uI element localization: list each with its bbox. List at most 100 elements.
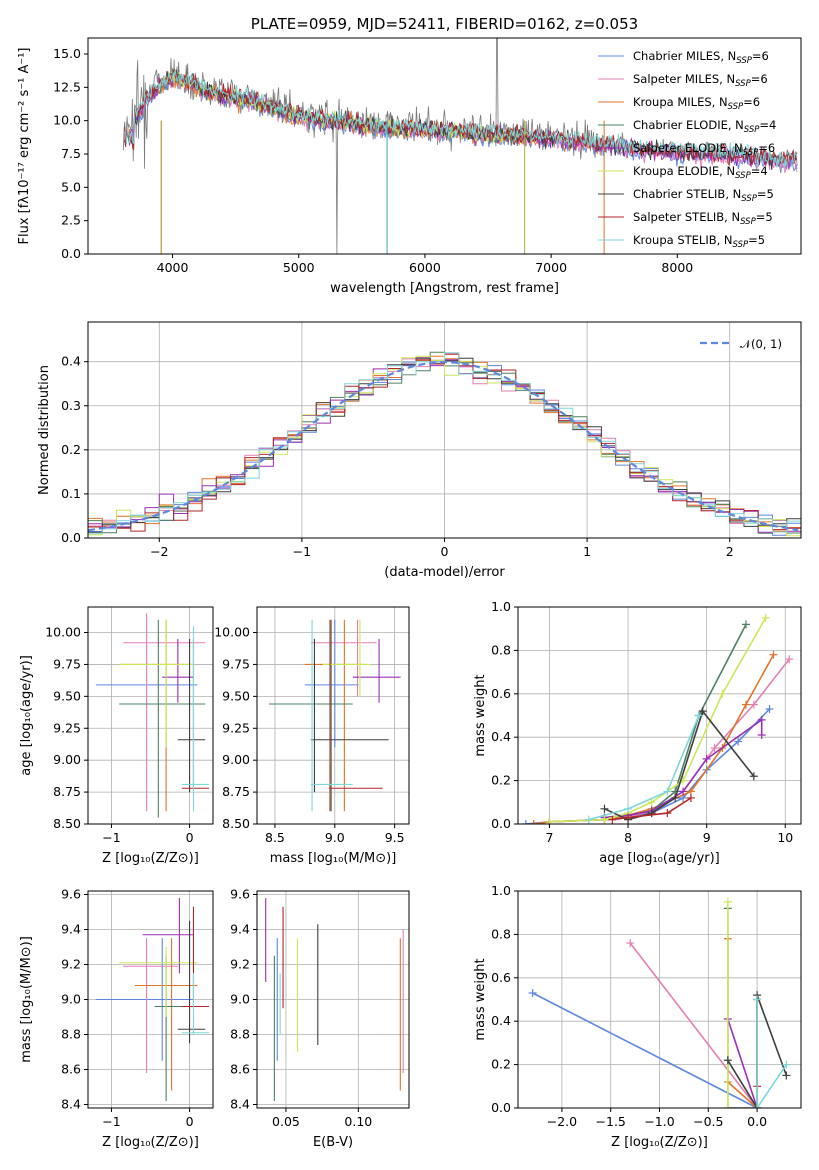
x-tick-label: 8.5 [265, 830, 285, 845]
data-point-marker [741, 620, 750, 629]
normal-curve [88, 360, 799, 532]
data-point-marker [600, 804, 609, 813]
data-point-marker [782, 1060, 791, 1069]
y-tick-label: 9.4 [230, 922, 250, 937]
x-tick-label: −1 [102, 1114, 120, 1129]
panel-mass-vs-Z: −1 0 8.4 8.6 8.8 9.0 9.2 9.4 9.6 Z [log₁₀(Z/Z⊙)] m… [19, 887, 214, 1150]
legend-entry: Chabrier ELODIE, NSSP=4 [633, 118, 776, 135]
data-point-marker [584, 815, 593, 824]
y-tick-label: 8.8 [230, 1027, 250, 1042]
y-tick-label: 0.2 [491, 1057, 511, 1072]
plot-area [521, 613, 794, 824]
x-tick-label: 9.5 [385, 830, 405, 845]
y-tick-label: 10.00 [214, 625, 250, 640]
x-tick-label: 8000 [661, 260, 693, 275]
y-tick-label: 10.0 [53, 113, 81, 128]
panel-weight-vs-age: 7 8 9 10 0.0 0.2 0.4 0.6 0.8 1.0 age [log₁₀(age/yr… [473, 599, 802, 866]
data-point-marker [757, 731, 766, 740]
y-tick-label: 8.4 [61, 1097, 81, 1112]
weight-series-6 [604, 709, 755, 821]
axes-frame [87, 37, 802, 255]
data-point-marker [671, 793, 680, 802]
data-point-marker [686, 793, 695, 802]
y-tick-label: 9.6 [61, 887, 81, 902]
data-point-marker [698, 707, 707, 716]
data-point-marker [749, 700, 758, 709]
x-axis-label: Z [log₁₀(Z/Z⊙)] [611, 1135, 708, 1150]
data-point-marker [753, 1104, 762, 1108]
y-tick-label: 8.6 [230, 1062, 250, 1077]
y-tick-label: 0.0 [491, 1100, 511, 1115]
y-axis-label: age [log₁₀(age/yr)] [19, 655, 34, 776]
chart-title: PLATE=0959, MJD=52411, FIBERID=0162, z=0… [251, 15, 638, 33]
x-tick-label: 2 [726, 544, 734, 559]
legend-entry: Salpeter ELODIE, NSSP=6 [633, 141, 775, 158]
axes-frame [87, 606, 214, 825]
weight-series-3 [727, 908, 758, 1108]
panel-mass-vs-ebv: 0.05 0.10 8.4 8.6 8.8 9.0 9.2 9.4 9.6 E(B-V) [230, 887, 410, 1150]
y-tick-label: 9.50 [222, 688, 250, 703]
y-tick-label: 8.75 [222, 784, 250, 799]
panel-weight-vs-Z: −2.0 −1.5 −1.0 −0.5 0.0 0.0 0.2 0.4 0.6 0.8 1.0 Z [… [473, 883, 802, 1150]
x-tick-label: −2 [150, 544, 168, 559]
x-tick-label: 0.0 [747, 1114, 767, 1129]
y-tick-label: 12.5 [53, 79, 81, 94]
y-tick-label: 0.2 [61, 442, 81, 457]
data-point-marker [528, 988, 537, 997]
data-point-marker [761, 613, 770, 622]
panel-age-vs-mass: 8.5 9.0 9.5 8.50 8.75 9.00 9.25 9.50 9.75 10.00 ma… [214, 606, 410, 866]
data-point-marker [734, 737, 743, 746]
y-tick-label: 0.3 [61, 398, 81, 413]
y-tick-label: 9.0 [61, 992, 81, 1007]
panel-spectrum: 4000 5000 6000 7000 8000 0.0 2.5 5.0 7.5 10.0 12.5… [17, 15, 802, 296]
x-tick-label: −1 [102, 830, 120, 845]
plot-area [95, 613, 210, 818]
x-tick-label: 1 [583, 544, 591, 559]
data-point-marker [749, 772, 758, 781]
y-tick-label: 9.00 [222, 752, 250, 767]
y-axis-label: mass [log₁₀(M/M⊙)] [19, 936, 34, 1063]
x-axis-label: mass [log₁₀(M/M⊙)] [270, 851, 397, 866]
x-tick-label: 0.05 [272, 1114, 300, 1129]
data-point-marker [769, 650, 778, 659]
data-point-marker [545, 817, 554, 824]
data-point-marker [710, 744, 719, 753]
y-tick-label: 9.00 [53, 752, 81, 767]
y-axis-label: Flux [fλ10⁻¹⁷ erg cm⁻² s⁻¹ A⁻¹] [17, 48, 32, 245]
x-axis-label: age [log₁₀(age/yr)] [599, 851, 720, 866]
weight-series-1 [533, 658, 790, 824]
data-point-marker [624, 813, 633, 822]
axes-frame [256, 606, 410, 825]
x-tick-label: 0.10 [344, 1114, 372, 1129]
data-point-marker [521, 820, 530, 824]
y-tick-label: 9.75 [222, 656, 250, 671]
x-axis-label: (data-model)/error [384, 565, 505, 580]
panel-age-vs-Z: −1 0 8.50 8.75 9.00 9.25 9.50 9.75 10.00 Z [log₁₀… [19, 606, 214, 866]
x-tick-label: 6000 [409, 260, 441, 275]
weight-series-2 [727, 938, 758, 1108]
data-point-marker [647, 809, 656, 818]
data-point-marker [741, 700, 750, 709]
data-point-marker [663, 809, 672, 818]
y-tick-label: 1.0 [491, 599, 511, 614]
y-tick-label: 8.50 [53, 816, 81, 831]
legend-entry: Salpeter STELIB, NSSP=5 [633, 210, 773, 227]
y-tick-label: 9.2 [61, 957, 81, 972]
legend: Chabrier MILES, NSSP=6 Salpeter MILES, NS… [598, 49, 776, 250]
y-tick-label: 9.4 [61, 922, 81, 937]
data-point-marker [702, 754, 711, 763]
y-tick-label: 9.6 [230, 887, 250, 902]
plot-area [95, 898, 210, 1101]
axes-frame [517, 606, 802, 825]
legend-entry: Chabrier MILES, NSSP=6 [633, 49, 769, 66]
x-tick-label: 9.0 [325, 830, 345, 845]
model-spectrum-4 [124, 74, 798, 170]
weight-series-1 [629, 942, 758, 1108]
x-tick-label: 0 [186, 830, 194, 845]
x-tick-label: −2.0 [547, 1114, 577, 1129]
legend-entry: Kroupa STELIB, NSSP=5 [633, 233, 765, 250]
data-point-marker [782, 1071, 791, 1080]
y-tick-label: 0.6 [491, 686, 511, 701]
data-point-marker [600, 815, 609, 824]
